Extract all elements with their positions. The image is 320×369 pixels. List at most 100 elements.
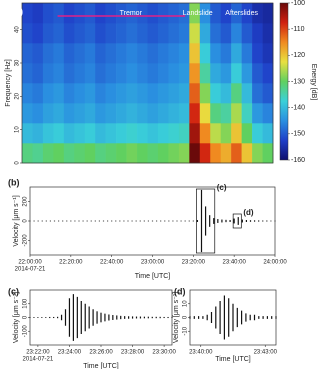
spectrogram-cell bbox=[22, 23, 33, 44]
y-tick-label: 10 bbox=[15, 126, 21, 133]
inset-label: (c) bbox=[217, 183, 227, 192]
spectrogram-cell bbox=[178, 43, 190, 64]
spectrogram-cell bbox=[74, 143, 86, 164]
spectrogram-cell bbox=[137, 3, 148, 24]
spectrogram-cell bbox=[147, 143, 159, 164]
spectrogram-cell bbox=[157, 103, 169, 124]
spectrogram-cell bbox=[126, 103, 138, 124]
spectrogram-cell bbox=[262, 63, 274, 84]
spectrogram-cell bbox=[241, 23, 253, 44]
spectrogram-cell bbox=[63, 103, 75, 124]
spectrogram-cell bbox=[252, 123, 263, 144]
colorbar-label: Energy [dB] bbox=[310, 64, 317, 101]
spectrogram-cell bbox=[220, 63, 232, 84]
spectrogram-cell bbox=[178, 3, 190, 24]
spectrogram-cell bbox=[53, 23, 65, 44]
spectrogram-cell bbox=[220, 83, 232, 104]
spectrogram-cell bbox=[189, 143, 201, 164]
spectrogram-cell bbox=[63, 43, 75, 64]
spectrogram-cell bbox=[74, 123, 86, 144]
x-tick-label: 23:22:00 bbox=[26, 350, 50, 356]
spectrogram-cell bbox=[178, 63, 190, 84]
spectrogram-cell bbox=[147, 43, 159, 64]
spectrogram-cell bbox=[32, 63, 44, 84]
inset-box bbox=[232, 213, 242, 229]
panel-label: (c) bbox=[8, 286, 19, 296]
spectrogram-cell bbox=[210, 103, 222, 124]
y-tick-label: -100 bbox=[23, 325, 29, 338]
inset-label: (d) bbox=[243, 208, 254, 217]
spectrogram-cell bbox=[126, 3, 138, 24]
spectrogram-cell bbox=[252, 23, 263, 44]
spectrogram-cell bbox=[84, 23, 96, 44]
x-tick-label: 23:26:00 bbox=[89, 350, 113, 356]
spectrogram-cell bbox=[168, 23, 180, 44]
spectrogram-cell bbox=[74, 3, 86, 24]
spectrogram-cell bbox=[63, 63, 75, 84]
y-axis-label: Velocity [μm s⁻¹] bbox=[13, 195, 20, 246]
spectrogram-cell bbox=[22, 143, 33, 164]
colorbar-tick-label: -110 bbox=[291, 26, 305, 33]
spectrogram-cell bbox=[95, 63, 106, 84]
spectrogram-cell bbox=[42, 103, 54, 124]
date-label: 2014-07-21 bbox=[15, 267, 46, 273]
spectrogram-cell bbox=[105, 23, 117, 44]
spectrogram-cell bbox=[137, 103, 148, 124]
spectrogram-cell bbox=[22, 83, 33, 104]
spectrogram-cell bbox=[42, 43, 54, 64]
spectrogram-cell bbox=[137, 123, 148, 144]
spectrogram-cell bbox=[126, 23, 138, 44]
spectrogram-cell bbox=[32, 83, 44, 104]
y-tick-label: 20 bbox=[15, 92, 21, 99]
spectrogram-cell bbox=[105, 103, 117, 124]
spectrogram-cell bbox=[137, 143, 148, 164]
spectrogram-cell bbox=[126, 63, 138, 84]
spectrogram-cell bbox=[252, 83, 263, 104]
spectrogram-cell bbox=[231, 3, 242, 24]
spectrogram-cell bbox=[231, 143, 242, 164]
spectrogram-cell bbox=[157, 23, 169, 44]
spectrogram-cell bbox=[210, 123, 222, 144]
spectrogram-cell bbox=[178, 83, 190, 104]
spectrogram-cell bbox=[116, 63, 127, 84]
spectrogram-cell bbox=[241, 3, 253, 24]
spectrogram-cell bbox=[199, 23, 211, 44]
x-tick-label: 23:28:00 bbox=[121, 350, 145, 356]
spectrogram-cell bbox=[53, 63, 65, 84]
spectrogram-cell bbox=[157, 123, 169, 144]
spectrogram-cell bbox=[53, 103, 65, 124]
spectrogram-cell bbox=[210, 63, 222, 84]
spectrogram-cell bbox=[241, 43, 253, 64]
spectrogram-cell bbox=[147, 83, 159, 104]
spectrogram-cell bbox=[147, 3, 159, 24]
spectrogram-cell bbox=[220, 3, 232, 24]
spectrogram-cell bbox=[220, 43, 232, 64]
spectrogram-cell bbox=[189, 23, 201, 44]
y-tick-label: 30 bbox=[15, 59, 21, 66]
y-tick-label: 200 bbox=[23, 196, 29, 207]
spectrogram-cell bbox=[231, 23, 242, 44]
y-tick-label: -200 bbox=[23, 234, 29, 247]
spectrogram-cell bbox=[137, 83, 148, 104]
panel-label: (a) bbox=[12, 6, 23, 16]
spectrogram-cell bbox=[84, 83, 96, 104]
x-tick-label: 23:30:00 bbox=[152, 350, 176, 356]
spectrogram-cell bbox=[32, 123, 44, 144]
spectrogram-cell bbox=[189, 123, 201, 144]
spectrogram-cell bbox=[42, 123, 54, 144]
spectrogram-cell bbox=[147, 23, 159, 44]
spectrogram-cell bbox=[95, 123, 106, 144]
spectrogram-cell bbox=[95, 23, 106, 44]
spectrogram-cell bbox=[252, 103, 263, 124]
plot-frame bbox=[21, 2, 274, 164]
spectrogram-cell bbox=[116, 3, 127, 24]
spectrogram-cell bbox=[262, 103, 274, 124]
panel-label: (d) bbox=[174, 286, 186, 296]
y-tick-label: 0 bbox=[23, 315, 29, 319]
spectrogram-cell bbox=[137, 63, 148, 84]
spectrogram-cell bbox=[262, 123, 274, 144]
spectrogram-cell bbox=[262, 43, 274, 64]
spectrogram-cell bbox=[262, 143, 274, 164]
spectrogram-cell bbox=[210, 43, 222, 64]
spectrogram-cell bbox=[116, 123, 127, 144]
